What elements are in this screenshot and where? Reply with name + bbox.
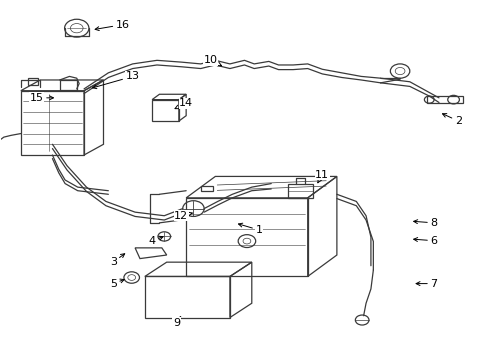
Text: 5: 5 [109,279,124,289]
Text: 3: 3 [109,254,124,267]
Text: 9: 9 [173,317,181,328]
Text: 4: 4 [148,236,163,246]
Text: 16: 16 [95,19,130,31]
Text: 13: 13 [92,71,140,89]
Text: 15: 15 [29,93,53,103]
Text: 2: 2 [442,114,461,126]
Bar [201,186,212,192]
Text: 14: 14 [175,98,193,109]
Text: 6: 6 [413,236,437,246]
Text: 1: 1 [238,223,262,235]
Text: 11: 11 [315,170,328,183]
Text: 7: 7 [415,279,437,289]
Text: 10: 10 [203,55,221,66]
Text: 8: 8 [413,218,437,228]
Text: 12: 12 [174,211,192,221]
